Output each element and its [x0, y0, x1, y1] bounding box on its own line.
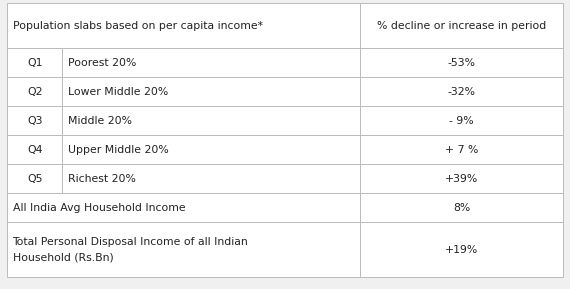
Bar [360, 193, 563, 222]
Text: Upper Middle 20%: Upper Middle 20% [68, 145, 169, 155]
Text: +39%: +39% [445, 174, 478, 184]
Bar [360, 77, 563, 106]
Text: Poorest 20%: Poorest 20% [68, 58, 137, 68]
Text: Population slabs based on per capita income*: Population slabs based on per capita inc… [13, 21, 263, 31]
Bar [7, 222, 360, 277]
Text: Richest 20%: Richest 20% [68, 174, 136, 184]
Bar [7, 77, 63, 106]
Bar [360, 222, 563, 277]
Text: % decline or increase in period: % decline or increase in period [377, 21, 546, 31]
Bar [7, 3, 360, 48]
Bar [360, 106, 563, 135]
Bar [63, 77, 360, 106]
Text: +19%: +19% [445, 245, 478, 255]
Bar [7, 106, 63, 135]
Text: All India Avg Household Income: All India Avg Household Income [13, 203, 185, 213]
Bar [360, 48, 563, 77]
Text: + 7 %: + 7 % [445, 145, 478, 155]
Text: - 9%: - 9% [449, 116, 474, 126]
Bar [63, 106, 360, 135]
Bar [360, 135, 563, 164]
Bar [63, 135, 360, 164]
Text: Middle 20%: Middle 20% [68, 116, 132, 126]
Bar [360, 3, 563, 48]
Text: Lower Middle 20%: Lower Middle 20% [68, 87, 168, 97]
Bar [7, 135, 63, 164]
Text: Household (Rs.Bn): Household (Rs.Bn) [13, 253, 113, 262]
Text: Q2: Q2 [27, 87, 42, 97]
Text: Q5: Q5 [27, 174, 42, 184]
Text: Q3: Q3 [27, 116, 42, 126]
Text: Q4: Q4 [27, 145, 42, 155]
Bar [7, 193, 360, 222]
Text: -53%: -53% [447, 58, 475, 68]
Bar [7, 164, 63, 193]
Bar [360, 164, 563, 193]
Bar [7, 48, 63, 77]
Bar [63, 48, 360, 77]
Text: Total Personal Disposal Income of all Indian: Total Personal Disposal Income of all In… [13, 237, 249, 247]
Text: 8%: 8% [453, 203, 470, 213]
Bar [63, 164, 360, 193]
Text: -32%: -32% [447, 87, 475, 97]
Text: Q1: Q1 [27, 58, 42, 68]
